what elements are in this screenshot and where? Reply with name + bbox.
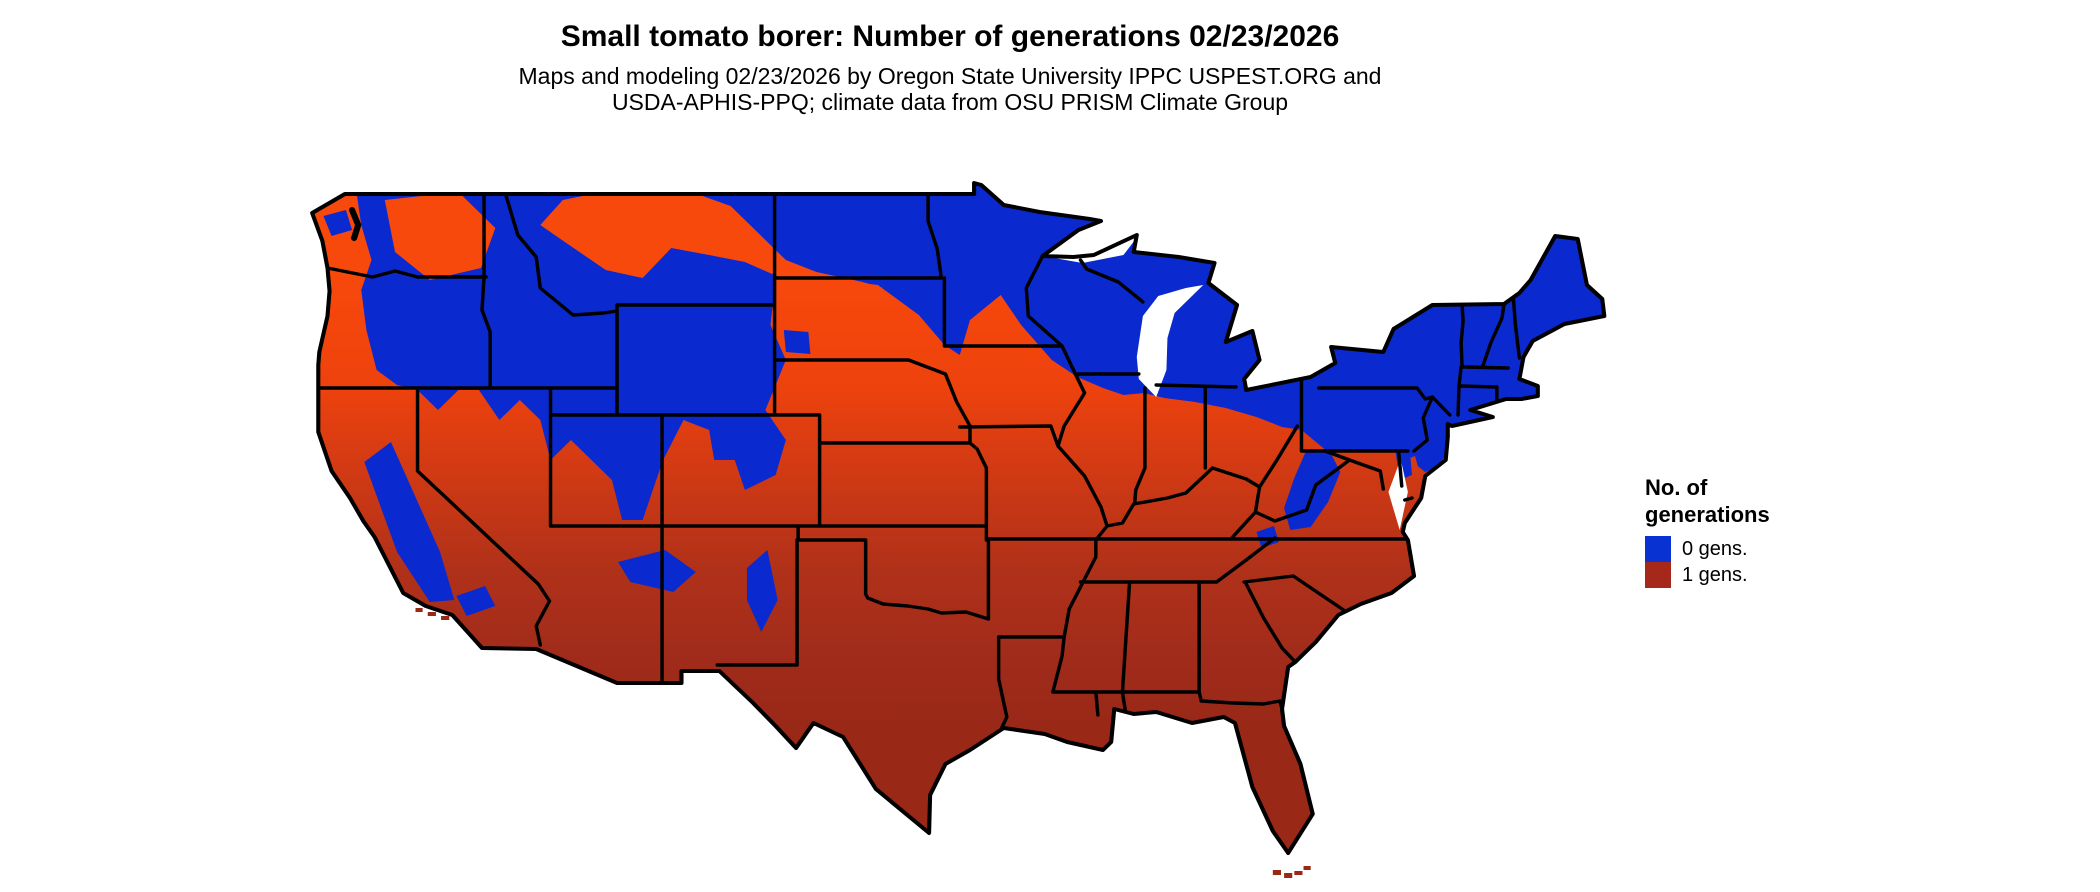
lake-michigan: [1136, 285, 1204, 397]
montana-warm-lobe: [540, 188, 884, 288]
legend-item-1-gens: 1 gens.: [1645, 562, 1885, 588]
legend-title-line1: No. of: [1645, 475, 1708, 500]
us-outline: [310, 181, 1607, 855]
puget-sound: [348, 207, 362, 241]
socal-mountains-cold-patch: [456, 586, 496, 616]
florida-keys: [1272, 866, 1311, 878]
sierra-nevada-cold-patch: [364, 442, 455, 602]
black-hills-cold-patch: [783, 330, 811, 354]
legend-swatch-0-gens-icon: [1645, 536, 1671, 562]
map-subtitle-line2: USDA-APHIS-PPQ; climate data from OSU PR…: [611, 89, 1289, 115]
state-borders: [317, 192, 1522, 730]
map-subtitle: Maps and modeling 02/23/2026 by Oregon S…: [0, 63, 1900, 115]
legend-label-0-gens: 0 gens.: [1682, 537, 1748, 560]
blue-ridge-cold-dot: [1256, 526, 1279, 548]
arizona-mogollon-cold-patch: [618, 550, 696, 592]
us-generations-map: [305, 130, 1635, 890]
map-title: Small tomato borer: Number of generation…: [560, 20, 1340, 53]
columbia-basin-warm-patch: [384, 192, 496, 280]
legend-items: 0 gens. 1 gens.: [1645, 536, 1885, 588]
chesapeake-bay: [1388, 459, 1408, 530]
olympic-mountains-cold-patch: [323, 210, 353, 236]
legend-label-1-gens: 1 gens.: [1682, 563, 1748, 586]
legend-title-line2: generations: [1645, 502, 1770, 527]
us-map-svg: [310, 181, 1607, 878]
channel-islands: [415, 608, 450, 620]
new-mexico-cold-patch: [746, 550, 778, 632]
map-subtitle-line1: Maps and modeling 02/23/2026 by Oregon S…: [518, 63, 1382, 89]
legend-swatch-1-gens-icon: [1645, 562, 1671, 588]
legend-item-0-gens: 0 gens.: [1645, 536, 1885, 562]
legend-title: No. of generations: [1645, 474, 1885, 528]
legend: No. of generations 0 gens. 1 gens.: [1645, 474, 1885, 588]
